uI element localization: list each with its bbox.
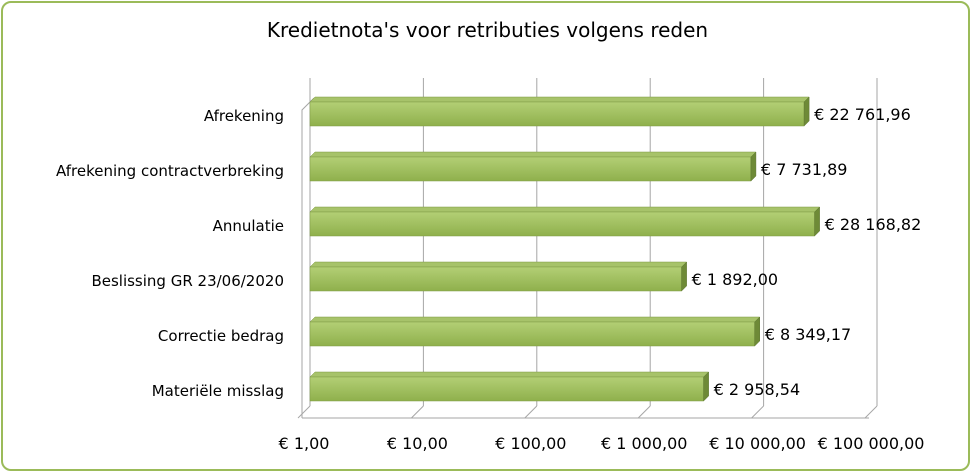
bar	[309, 266, 682, 292]
bar	[309, 101, 805, 127]
gridline-floor	[411, 405, 424, 419]
bar-end	[803, 96, 810, 127]
category-label: Beslissing GR 23/06/2020	[91, 272, 284, 290]
x-tick-label: € 1,00	[279, 434, 330, 453]
gridline-floor	[751, 405, 764, 419]
bar-end	[814, 206, 820, 237]
x-tick-label: € 100,00	[495, 434, 566, 453]
bar-top	[309, 371, 710, 378]
bar	[309, 376, 704, 402]
category-label: Annulatie	[213, 217, 284, 235]
bar-end	[750, 151, 757, 182]
chart-title: Kredietnota's voor retributies volgens r…	[266, 18, 709, 42]
bar-top	[309, 316, 761, 323]
x-tick-label: € 10 000,00	[709, 434, 806, 453]
category-label: Materiële misslag	[152, 382, 284, 400]
bar	[309, 321, 755, 347]
bar	[309, 211, 815, 237]
data-label: € 2 958,54	[714, 380, 801, 399]
data-label: € 28 168,82	[825, 215, 922, 234]
bar-end	[681, 261, 687, 292]
category-label: Afrekening	[204, 107, 284, 125]
gridline-floor	[297, 405, 311, 419]
x-tick-label: € 100 000,00	[818, 434, 925, 453]
data-label: € 7 731,89	[761, 160, 848, 179]
category-label: Correctie bedrag	[158, 327, 284, 345]
x-tick-label: € 10,00	[387, 434, 448, 453]
x-tick-label: € 1 000,00	[601, 434, 688, 453]
gridline-floor	[524, 405, 538, 419]
data-label: € 1 892,00	[692, 270, 779, 289]
gridline-floor	[637, 405, 651, 419]
bar-end	[703, 371, 709, 402]
gridline-floor	[864, 405, 878, 419]
bar-top	[309, 206, 821, 213]
bar-top	[309, 151, 757, 158]
axis-wall-edge	[301, 97, 315, 418]
bar-end	[754, 316, 760, 347]
bar-top	[309, 96, 810, 103]
data-label: € 22 761,96	[814, 105, 911, 124]
bar-top	[309, 261, 688, 268]
data-label: € 8 349,17	[765, 325, 852, 344]
bar	[309, 156, 752, 182]
category-label: Afrekening contractverbreking	[56, 162, 284, 180]
